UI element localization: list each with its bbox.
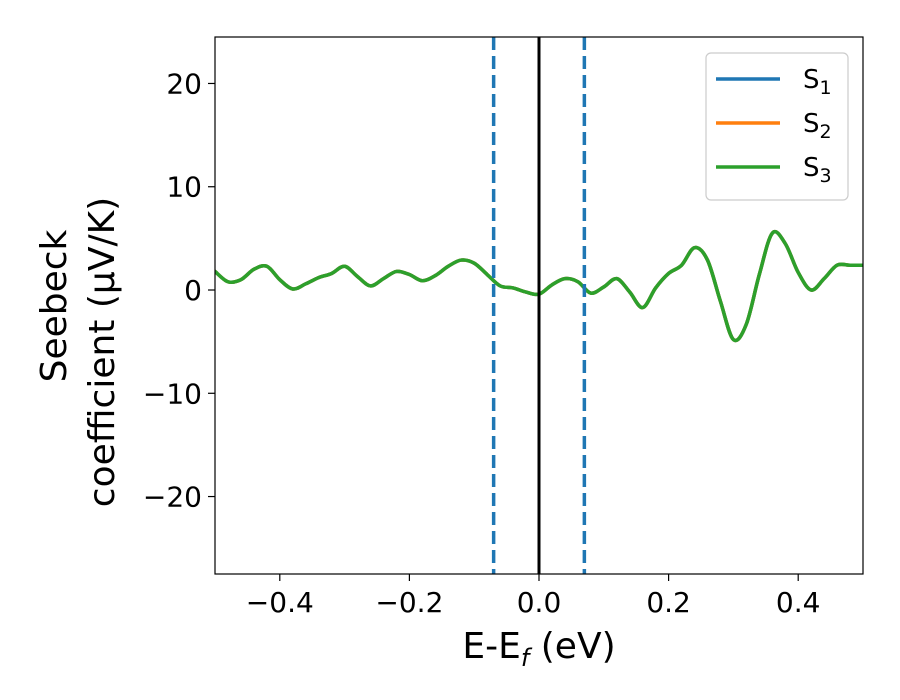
y-tick-label: 0: [184, 274, 202, 307]
legend-label-s2: S2: [803, 109, 832, 143]
x-tick-label: −0.2: [375, 586, 443, 619]
legend: S1 S2 S3: [705, 52, 849, 201]
y-axis: −20 −10 0 10 20: [143, 67, 215, 514]
x-tick-label: 0.2: [646, 586, 691, 619]
legend-box: [705, 52, 849, 201]
x-tick-label: 0.0: [517, 586, 562, 619]
x-axis: −0.4 −0.2 0.0 0.2 0.4: [246, 574, 821, 619]
plot-lines: [215, 37, 863, 574]
x-tick-label: −0.4: [246, 586, 314, 619]
x-axis-title-main: E-E: [462, 626, 520, 667]
x-tick-label: 0.4: [776, 586, 821, 619]
y-tick-label: 20: [166, 67, 202, 100]
x-axis-title-suffix: (eV): [529, 626, 615, 667]
legend-label-s1: S1: [803, 65, 832, 99]
y-tick-label: −20: [143, 481, 202, 514]
legend-items: S1 S2 S3: [716, 65, 832, 187]
y-axis-title-line1: Seebeck: [34, 229, 75, 382]
y-tick-label: 10: [166, 171, 202, 204]
y-axis-title-line2: coefficient (μV/K): [82, 197, 123, 507]
y-tick-label: −10: [143, 377, 202, 410]
x-axis-title: E-Ef (eV): [462, 626, 615, 672]
legend-label-s3: S3: [803, 153, 832, 187]
